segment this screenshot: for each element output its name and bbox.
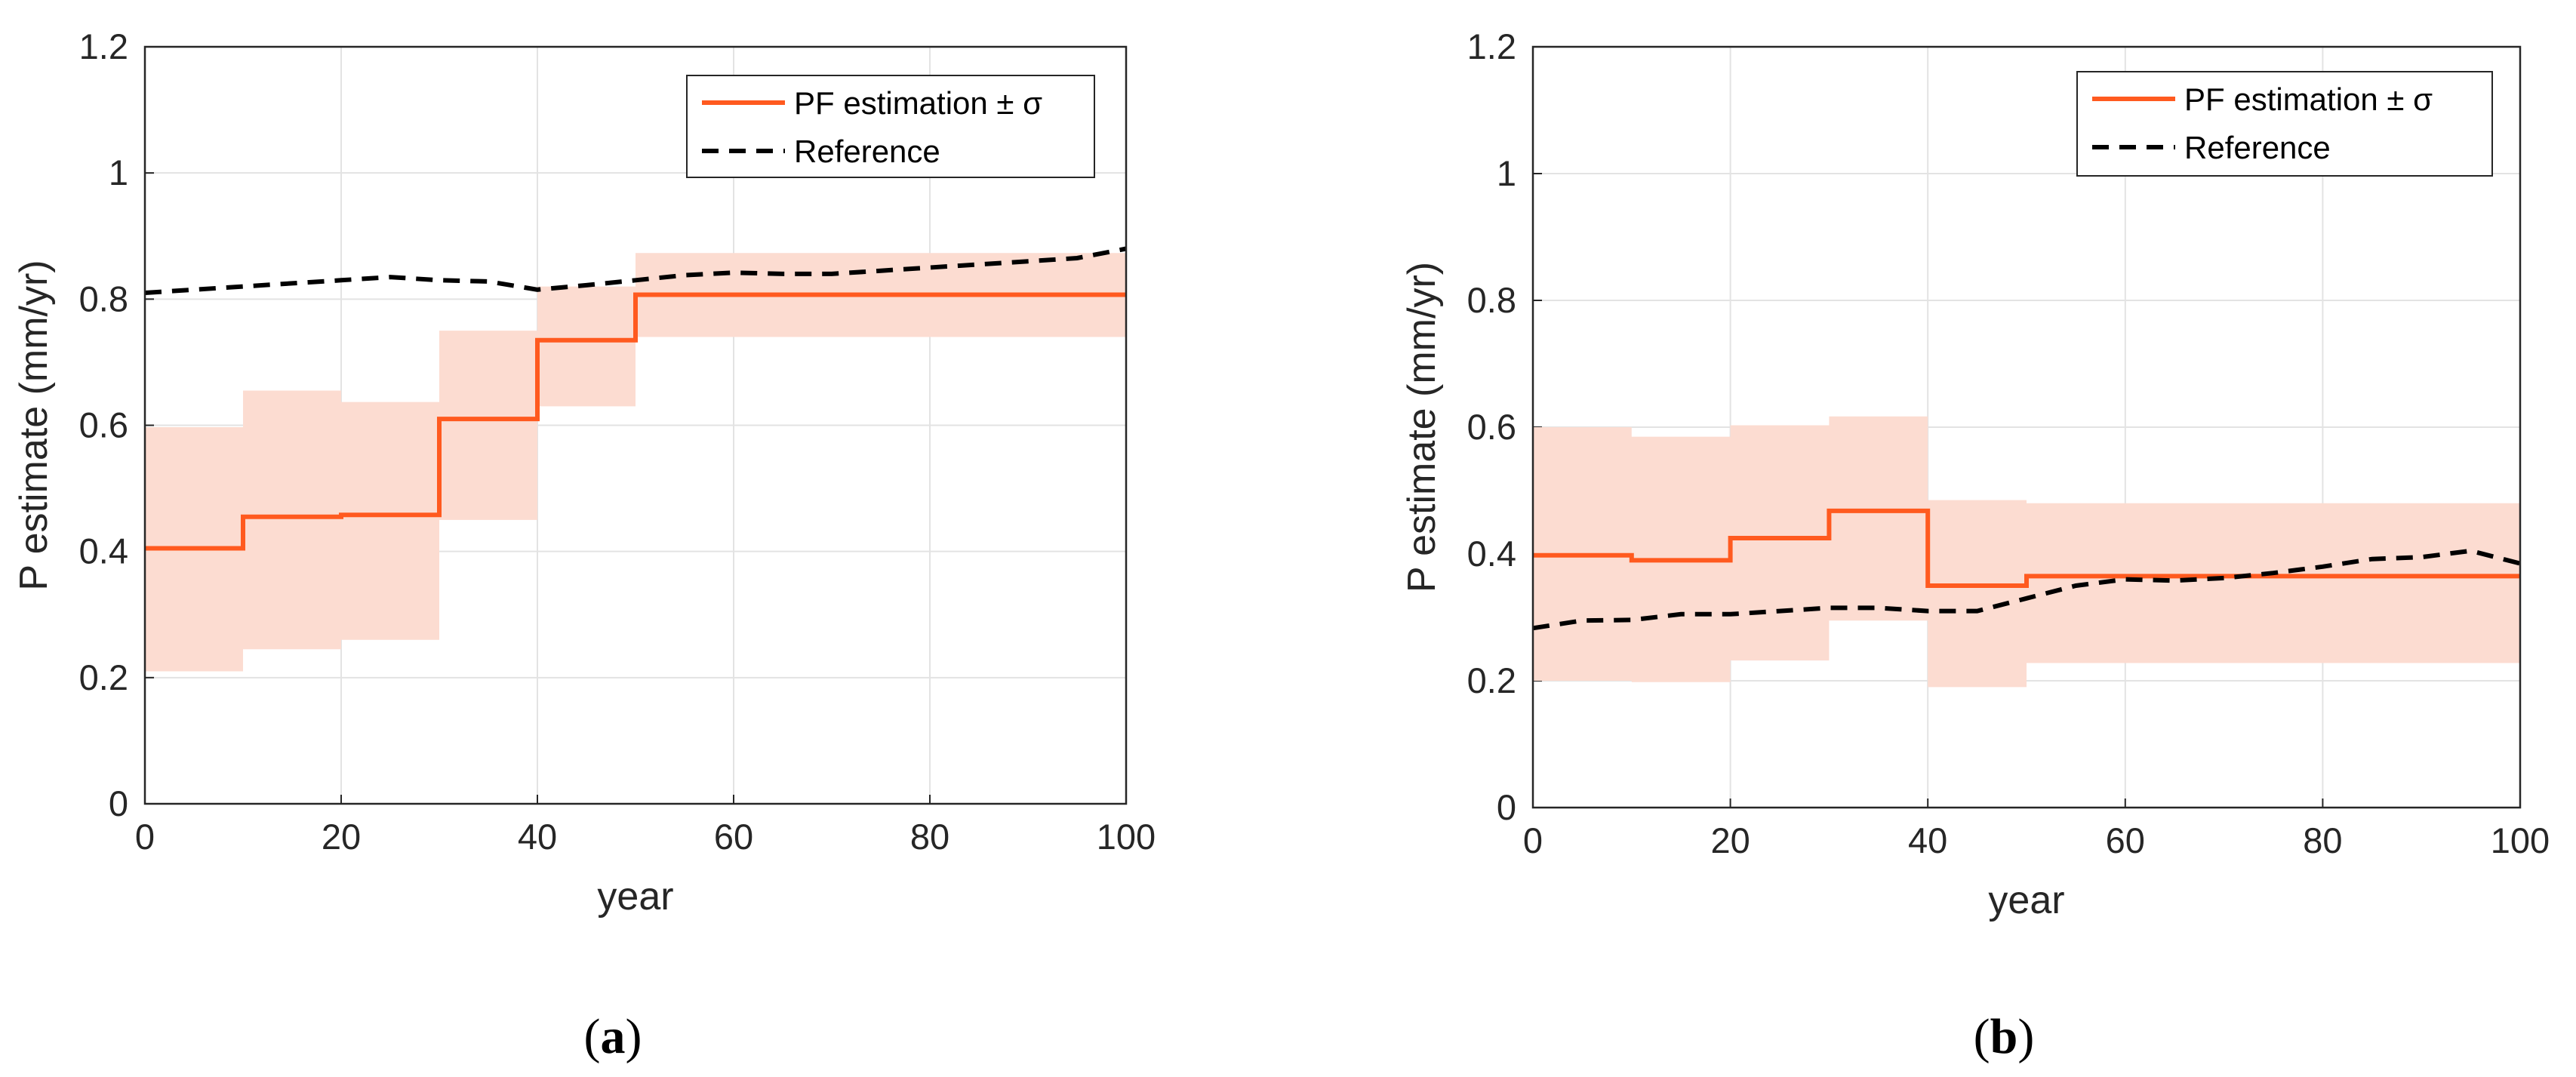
series-lines bbox=[144, 246, 1127, 551]
caption-open: ( bbox=[584, 1009, 601, 1064]
y-axis-label: P estimate (mm/yr) bbox=[12, 260, 56, 590]
x-tick-label: 20 bbox=[322, 817, 361, 857]
legend-box bbox=[686, 75, 1095, 178]
x-tick-label: 80 bbox=[910, 817, 949, 857]
pf-estimation-line bbox=[145, 292, 1126, 551]
caption-close: ) bbox=[2017, 1009, 2034, 1064]
axes-box bbox=[1531, 45, 2522, 809]
x-tick-label: 0 bbox=[135, 817, 155, 857]
y-axis-label: P estimate (mm/yr) bbox=[1400, 262, 1444, 592]
confidence-bands bbox=[1533, 416, 2520, 688]
confidence-band bbox=[145, 248, 1126, 672]
pf-estimation-line bbox=[1533, 508, 2520, 588]
x-tick-label: 60 bbox=[714, 817, 753, 857]
axes-box bbox=[143, 45, 1128, 805]
series-lines bbox=[1532, 508, 2521, 631]
y-tick-label: 0.4 bbox=[79, 531, 128, 571]
legend-label-reference: Reference bbox=[2184, 130, 2331, 165]
reference-line bbox=[144, 246, 1127, 295]
x-tick-labels: 0 20 40 60 80 100 bbox=[1523, 820, 2550, 860]
x-tick-label: 100 bbox=[2491, 820, 2550, 860]
y-tick-label: 0.8 bbox=[79, 278, 128, 318]
y-tick-label: 1.2 bbox=[79, 26, 128, 66]
y-tick-label: 0.6 bbox=[1467, 407, 1516, 447]
x-tick-label: 40 bbox=[518, 817, 557, 857]
confidence-band bbox=[1533, 416, 2520, 688]
y-tick-label: 0.8 bbox=[1467, 280, 1516, 320]
legend-label-estimate: PF estimation ± σ bbox=[794, 85, 1042, 121]
legend-label-reference: Reference bbox=[794, 134, 940, 169]
caption-open: ( bbox=[1974, 1009, 1990, 1064]
y-tick-label: 0.4 bbox=[1467, 534, 1516, 574]
y-tick-label: 1 bbox=[1497, 153, 1516, 193]
legend-label-estimate: PF estimation ± σ bbox=[2184, 82, 2433, 117]
caption-close: ) bbox=[626, 1009, 642, 1064]
x-tick-label: 20 bbox=[1710, 820, 1750, 860]
legend: PF estimation ± σ Reference bbox=[2076, 71, 2493, 177]
confidence-bands bbox=[145, 248, 1126, 672]
chart-panel-b: 0 20 40 60 80 100 0 0.2 0.4 0.6 0.8 1 1.2 year P es… bbox=[1400, 26, 2550, 1064]
panel-caption: (a) bbox=[584, 1009, 642, 1064]
y-tick-label: 0.2 bbox=[1467, 660, 1516, 700]
caption-letter: a bbox=[601, 1009, 626, 1064]
caption-letter: b bbox=[1990, 1009, 2018, 1064]
x-tick-labels: 0 20 40 60 80 100 bbox=[135, 817, 1156, 857]
x-tick-label: 80 bbox=[2303, 820, 2342, 860]
panel-caption: (b) bbox=[1974, 1009, 2035, 1064]
reference-line bbox=[1532, 548, 2521, 631]
legend: PF estimation ± σ Reference bbox=[686, 75, 1095, 178]
x-axis-label: year bbox=[1988, 879, 2064, 922]
y-tick-labels: 0 0.2 0.4 0.6 0.8 1 1.2 bbox=[1467, 26, 1516, 827]
x-tick-label: 100 bbox=[1097, 817, 1156, 857]
x-tick-label: 60 bbox=[2106, 820, 2145, 860]
x-axis-label: year bbox=[597, 875, 673, 919]
y-tick-label: 1 bbox=[109, 152, 128, 192]
x-tick-label: 40 bbox=[1908, 820, 1947, 860]
y-tick-label: 0 bbox=[109, 783, 128, 823]
legend-box bbox=[2076, 71, 2493, 177]
y-tick-label: 0 bbox=[1497, 787, 1516, 827]
y-tick-label: 0.6 bbox=[79, 405, 128, 445]
chart-panel-a: 0 20 40 60 80 100 0 0.2 0.4 0.6 0.8 1 1.2 year P es… bbox=[12, 26, 1156, 1064]
y-tick-labels: 0 0.2 0.4 0.6 0.8 1 1.2 bbox=[79, 26, 128, 823]
y-tick-label: 1.2 bbox=[1467, 26, 1516, 66]
x-tick-label: 0 bbox=[1523, 820, 1543, 860]
y-tick-label: 0.2 bbox=[79, 657, 128, 697]
